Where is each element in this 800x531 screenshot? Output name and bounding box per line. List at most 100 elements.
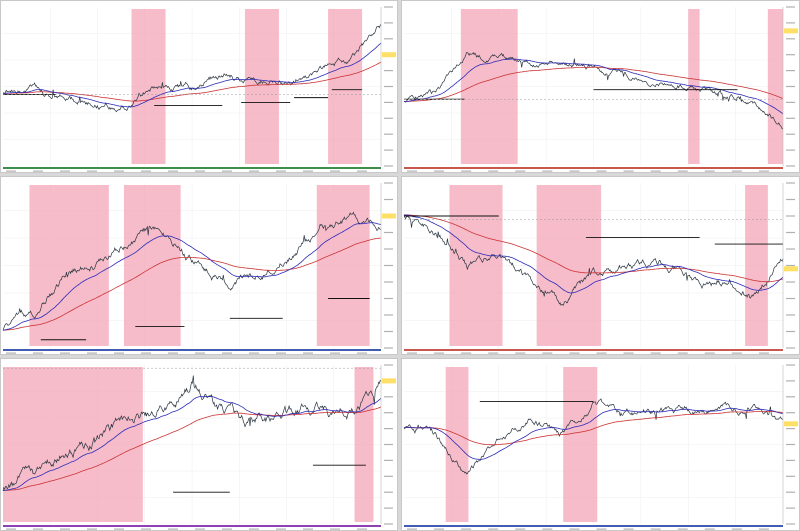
- time-tick: [650, 352, 661, 354]
- time-tick: [6, 170, 16, 172]
- time-tick: [249, 528, 259, 530]
- vertical-separator: [398, 0, 401, 531]
- highlight-zone: [354, 367, 374, 522]
- time-tick: [542, 170, 553, 172]
- session-bar: [3, 349, 381, 351]
- time-tick: [488, 352, 499, 354]
- chart-panel-middle-right: [401, 176, 800, 355]
- price-tick: [786, 347, 795, 349]
- price-line: [2, 23, 382, 113]
- time-tick: [434, 170, 445, 172]
- price-tick: [384, 443, 393, 446]
- time-tick: [704, 352, 715, 354]
- chart-panel-bottom-right: [401, 358, 800, 531]
- time-tick: [623, 170, 634, 172]
- fast-moving-average: [2, 396, 382, 491]
- price-tick: [384, 396, 393, 398]
- price-tick: [786, 507, 795, 509]
- current-price-marker: [382, 213, 396, 219]
- price-chart: [2, 6, 396, 172]
- price-tick: [384, 231, 393, 234]
- fast-moving-average: [403, 214, 784, 294]
- price-tick: [384, 459, 393, 461]
- time-tick: [276, 170, 286, 172]
- current-price-marker: [382, 378, 396, 384]
- price-tick: [786, 380, 795, 382]
- price-tick: [384, 85, 393, 88]
- highlight-zone: [316, 185, 370, 346]
- highlight-zone: [123, 185, 181, 346]
- price-line: [403, 398, 784, 475]
- time-tick: [677, 170, 688, 172]
- price-tick: [786, 6, 795, 8]
- slow-moving-average: [404, 66, 784, 102]
- current-price-marker: [784, 28, 798, 34]
- time-tick: [276, 528, 286, 530]
- session-bar: [3, 167, 381, 169]
- time-tick: [168, 170, 178, 172]
- price-tick: [786, 85, 795, 88]
- time-tick: [195, 528, 205, 530]
- horizontal-separator: [0, 355, 800, 358]
- slow-moving-average: [3, 406, 382, 491]
- time-tick: [758, 352, 769, 354]
- price-tick: [384, 38, 393, 40]
- time-tick: [87, 528, 97, 530]
- time-tick: [330, 352, 340, 354]
- time-tick: [60, 352, 70, 354]
- slow-moving-average: [3, 61, 382, 102]
- current-price-marker: [784, 266, 798, 272]
- time-tick: [758, 170, 769, 172]
- time-tick: [249, 170, 259, 172]
- price-tick: [786, 523, 795, 525]
- time-tick: [87, 352, 97, 354]
- time-tick: [677, 528, 688, 530]
- highlight-zone: [536, 185, 602, 346]
- time-tick: [704, 528, 715, 530]
- highlight-zone: [563, 367, 598, 522]
- price-tick: [384, 133, 393, 135]
- price-chart: [403, 182, 798, 354]
- highlight-zone: [449, 185, 503, 346]
- time-tick: [195, 170, 205, 172]
- price-tick: [384, 364, 393, 366]
- price-line: [2, 375, 382, 491]
- session-bar: [404, 525, 783, 527]
- price-tick: [786, 364, 795, 366]
- time-tick: [596, 528, 607, 530]
- time-tick: [758, 528, 769, 530]
- time-tick: [461, 170, 472, 172]
- time-tick: [434, 528, 445, 530]
- chart-panel-top-left: [0, 0, 398, 173]
- time-tick: [623, 352, 634, 354]
- current-price-marker: [382, 52, 396, 58]
- time-tick: [141, 352, 151, 354]
- price-tick: [786, 264, 795, 267]
- time-tick: [731, 352, 742, 354]
- fast-moving-average: [2, 222, 382, 331]
- price-tick: [384, 117, 393, 119]
- time-tick: [168, 528, 178, 530]
- price-tick: [384, 507, 393, 509]
- price-tick: [384, 491, 393, 493]
- price-tick: [786, 70, 795, 72]
- price-line: [2, 211, 381, 331]
- time-tick: [33, 352, 43, 354]
- price-chart: [2, 182, 396, 354]
- slow-moving-average: [404, 410, 784, 446]
- time-tick: [249, 352, 259, 354]
- time-tick: [276, 352, 286, 354]
- highlight-zone: [328, 9, 363, 164]
- price-tick: [786, 198, 795, 201]
- price-tick: [786, 149, 795, 151]
- price-tick: [786, 297, 795, 300]
- time-tick: [330, 170, 340, 172]
- time-tick: [596, 170, 607, 172]
- time-tick: [303, 528, 313, 530]
- price-tick: [384, 6, 393, 8]
- time-tick: [222, 528, 232, 530]
- slow-moving-average: [3, 237, 382, 331]
- time-tick: [330, 528, 340, 530]
- time-tick: [650, 528, 661, 530]
